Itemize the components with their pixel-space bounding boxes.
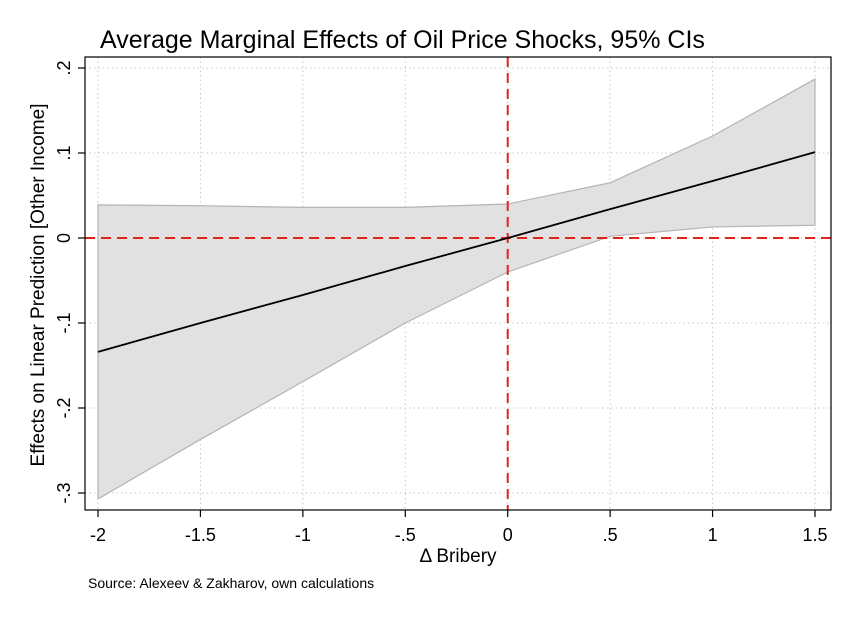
x-axis-label: Δ Bribery	[419, 546, 497, 567]
y-tick-label: -.3	[54, 482, 74, 503]
y-axis-ticks: -.3 -.2 -.1 0 .1 .2	[54, 60, 85, 504]
chart-title: Average Marginal Effects of Oil Price Sh…	[100, 26, 705, 54]
y-tick-label: .1	[54, 145, 74, 160]
estimate-line	[97, 151, 816, 353]
x-tick-label: .5	[603, 525, 618, 545]
reference-lines	[85, 57, 831, 510]
x-tick-label: -1	[295, 525, 311, 545]
x-tick-label: 1	[708, 525, 718, 545]
x-tick-label: 0	[503, 525, 513, 545]
ci-band	[97, 78, 816, 500]
x-tick-label: -2	[90, 525, 106, 545]
plot-frame	[84, 56, 832, 511]
x-tick-label: -.5	[395, 525, 416, 545]
x-tick-label: 1.5	[802, 525, 827, 545]
y-tick-label: -.2	[54, 397, 74, 418]
y-tick-label: 0	[54, 233, 74, 243]
x-axis-ticks: -2 -1.5 -1 -.5 0 .5 1 1.5	[90, 510, 828, 545]
x-tick-label: -1.5	[185, 525, 216, 545]
source-note: Source: Alexeev & Zakharov, own calculat…	[88, 575, 374, 591]
y-axis-label: Effects on Linear Prediction [Other Inco…	[28, 104, 49, 467]
y-tick-label: .2	[54, 60, 74, 75]
ci-band-layer	[97, 78, 816, 500]
y-tick-label: -.1	[54, 312, 74, 333]
estimate-line-layer	[97, 151, 816, 353]
